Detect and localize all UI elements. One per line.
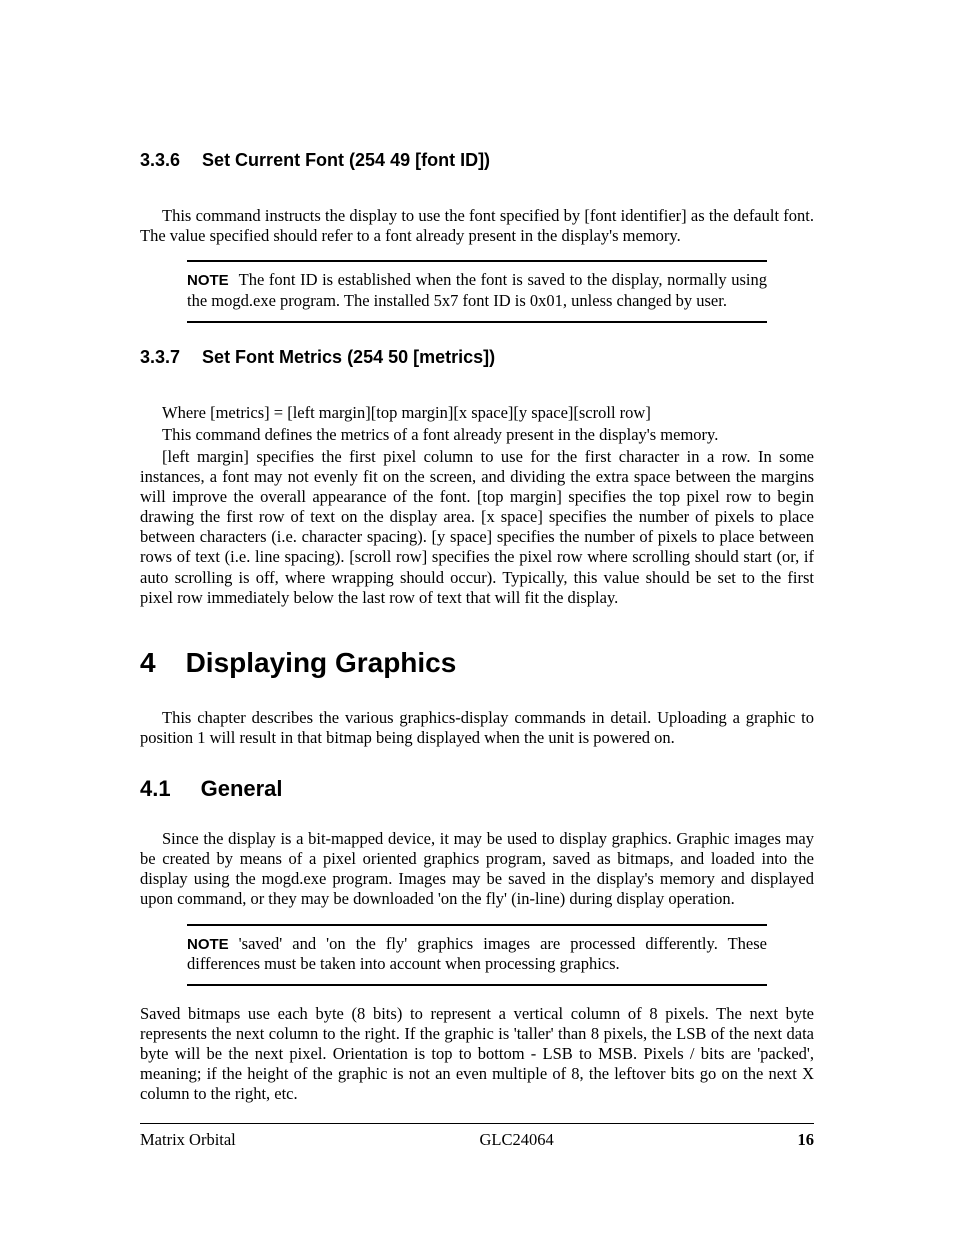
para-337-1: Where [metrics] = [left margin][top marg…: [140, 403, 814, 423]
heading-number: 4.1: [140, 776, 171, 801]
note-box-41: NOTE'saved' and 'on the fly' graphics im…: [187, 924, 767, 986]
footer-page-number: 16: [798, 1130, 815, 1150]
footer-left: Matrix Orbital: [140, 1130, 236, 1150]
para-336: This command instructs the display to us…: [140, 206, 814, 246]
document-page: 3.3.6 Set Current Font (254 49 [font ID])…: [0, 0, 954, 1235]
para-4: This chapter describes the various graph…: [140, 708, 814, 748]
heading-number: 3.3.7: [140, 347, 180, 367]
heading-title: Set Current Font (254 49 [font ID]): [202, 150, 490, 170]
page-footer: Matrix Orbital GLC24064 16: [140, 1124, 814, 1150]
heading-4: 4 Displaying Graphics: [140, 646, 814, 680]
heading-3-3-6: 3.3.6 Set Current Font (254 49 [font ID]): [140, 150, 814, 172]
note-text-336: The font ID is established when the font…: [187, 270, 767, 309]
page-content: 3.3.6 Set Current Font (254 49 [font ID])…: [140, 150, 814, 1150]
para-41-2: Saved bitmaps use each byte (8 bits) to …: [140, 1004, 814, 1105]
heading-title: General: [201, 776, 283, 801]
note-label: NOTE: [187, 272, 229, 289]
heading-4-1: 4.1 General: [140, 776, 814, 803]
note-label: NOTE: [187, 936, 229, 953]
para-337-3: [left margin] specifies the first pixel …: [140, 447, 814, 608]
footer-center: GLC24064: [480, 1130, 554, 1150]
heading-number: 3.3.6: [140, 150, 180, 170]
heading-title: Displaying Graphics: [186, 647, 457, 678]
para-41-1: Since the display is a bit-mapped device…: [140, 829, 814, 910]
heading-3-3-7: 3.3.7 Set Font Metrics (254 50 [metrics]): [140, 347, 814, 369]
note-box-336: NOTEThe font ID is established when the …: [187, 260, 767, 322]
heading-number: 4: [140, 647, 156, 678]
note-text-41: 'saved' and 'on the fly' graphics images…: [187, 934, 767, 973]
para-337-2: This command defines the metrics of a fo…: [140, 425, 814, 445]
heading-title: Set Font Metrics (254 50 [metrics]): [202, 347, 495, 367]
